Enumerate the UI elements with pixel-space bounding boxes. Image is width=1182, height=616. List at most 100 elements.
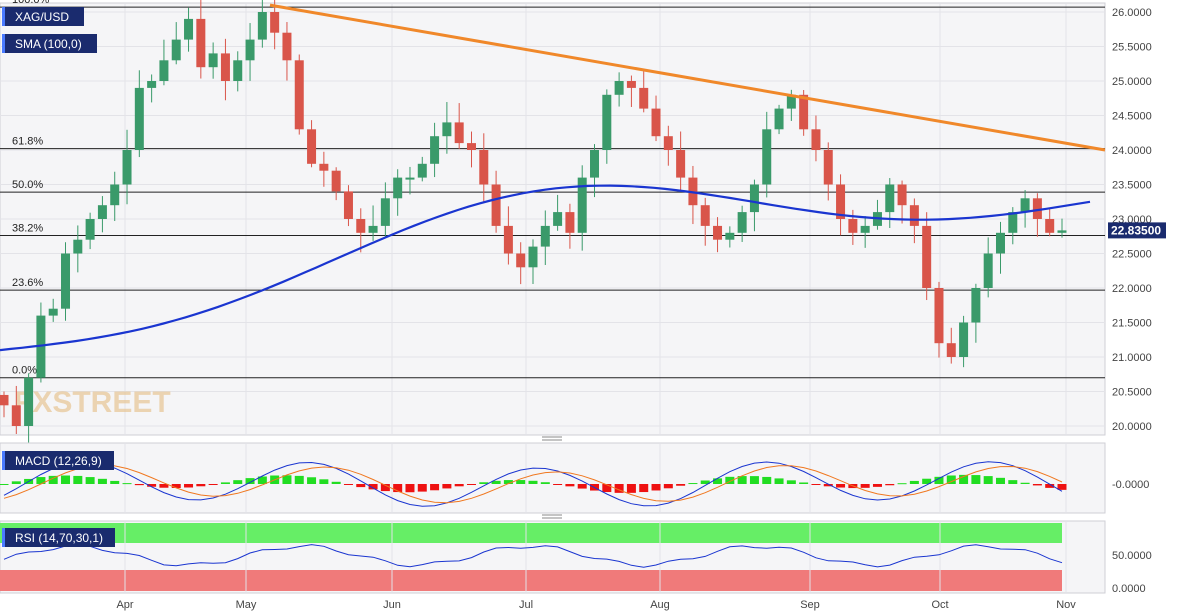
fib-label: 23.6% [12,277,43,289]
macd-bar [368,484,378,490]
panel-resize-handle[interactable] [542,436,562,441]
candle-body [171,39,181,61]
candle-body [380,198,390,226]
candle-body [343,191,353,219]
candle-body [134,87,144,150]
macd-bar [823,484,833,487]
macd-bar [61,475,71,484]
macd-bar [577,484,587,489]
sma-legend-text: SMA (100,0) [15,37,82,51]
macd-bar [393,484,403,493]
macd-bar [995,477,1005,484]
candle-body [245,39,255,61]
candle-body [85,219,95,240]
candle-body [1032,198,1042,219]
macd-bar [553,484,563,485]
macd-bar [331,481,341,484]
macd-bar [0,484,9,485]
candle-body [307,129,317,164]
fib-label: 38.2% [12,223,43,235]
macd-bar [799,482,809,484]
macd-bar [220,482,230,484]
macd-bar [184,484,194,488]
macd-bar [688,483,698,485]
macd-legend-text: MACD (12,26,9) [15,454,102,468]
macd-bar [257,476,267,484]
current-price-label: 22.83500 [1108,222,1166,239]
macd-bar [713,478,723,484]
candle-body [491,184,501,226]
candle-body [479,150,489,185]
candle-body [24,377,34,426]
macd-axis-tick: -0.0000 [1112,479,1149,491]
candle-body [922,225,932,288]
macd-bar [1045,484,1055,488]
candle-body [110,184,120,206]
candle-body [774,108,784,130]
price-tick: 23.5000 [1112,180,1152,192]
rsi-oversold-zone [0,570,1062,591]
macd-bar [48,475,58,484]
sma-100-line [0,184,1091,352]
candle-body [503,225,513,254]
candle-body [823,150,833,185]
macd-bar [885,484,895,486]
candle-body [393,177,403,199]
price-tick: 26.0000 [1112,7,1152,19]
price-tick: 21.5000 [1112,318,1152,330]
symbol-label: XAG/USD [2,7,84,26]
candle-body [577,177,587,233]
macd-bar [700,480,710,484]
rsi-line [3,543,1063,568]
candle-body [147,81,157,88]
candle-body [466,143,476,150]
price-tick: 24.5000 [1112,111,1152,123]
candle-body [11,405,21,426]
candle-body [959,322,969,357]
candle-body [1020,198,1030,213]
macd-bar [36,477,46,484]
macd-bar [971,475,981,484]
macd-line [3,461,1063,507]
x-axis: Apr May Jun Jul Aug Sep Oct Nov [116,599,1076,611]
macd-bar [1008,480,1018,484]
macd-bar [1057,484,1067,490]
rsi-tick-50: 50.0000 [1112,550,1152,562]
x-axis-label: Oct [931,599,948,611]
symbol-text: XAG/USD [15,10,69,24]
candle-body [528,246,538,268]
candle-body [602,94,612,150]
x-axis-label: Nov [1056,599,1076,611]
x-axis-label: Jun [383,599,401,611]
candle-body [676,150,686,178]
macd-bar [233,480,243,484]
candle-body [430,136,440,164]
main-grid [0,3,1105,435]
macd-bar [860,484,870,488]
macd-bar [11,481,21,484]
macd-bar [380,484,390,492]
candle-body [885,184,895,213]
macd-bar [134,484,144,486]
price-tick: 20.0000 [1112,421,1152,433]
candle-body [934,288,944,344]
price-tick: 25.0000 [1112,76,1152,88]
candle-body [626,81,636,88]
macd-bar [909,480,919,484]
candle-body [405,177,415,180]
candle-body [319,163,329,171]
macd-bar [762,476,772,484]
candle-body [122,150,132,185]
macd-bar [110,480,120,484]
candle-body [786,94,796,109]
macd-bar [1020,482,1030,484]
panel-resize-handle-2[interactable] [542,514,562,519]
rsi-grid [124,521,1067,593]
candle-body [540,225,550,247]
macd-legend: MACD (12,26,9) [2,451,114,470]
macd-bar [417,484,427,492]
macd-bar [1032,484,1042,486]
fib-label: 61.8% [12,136,43,148]
macd-bar [319,479,329,484]
macd-bar [565,484,575,487]
